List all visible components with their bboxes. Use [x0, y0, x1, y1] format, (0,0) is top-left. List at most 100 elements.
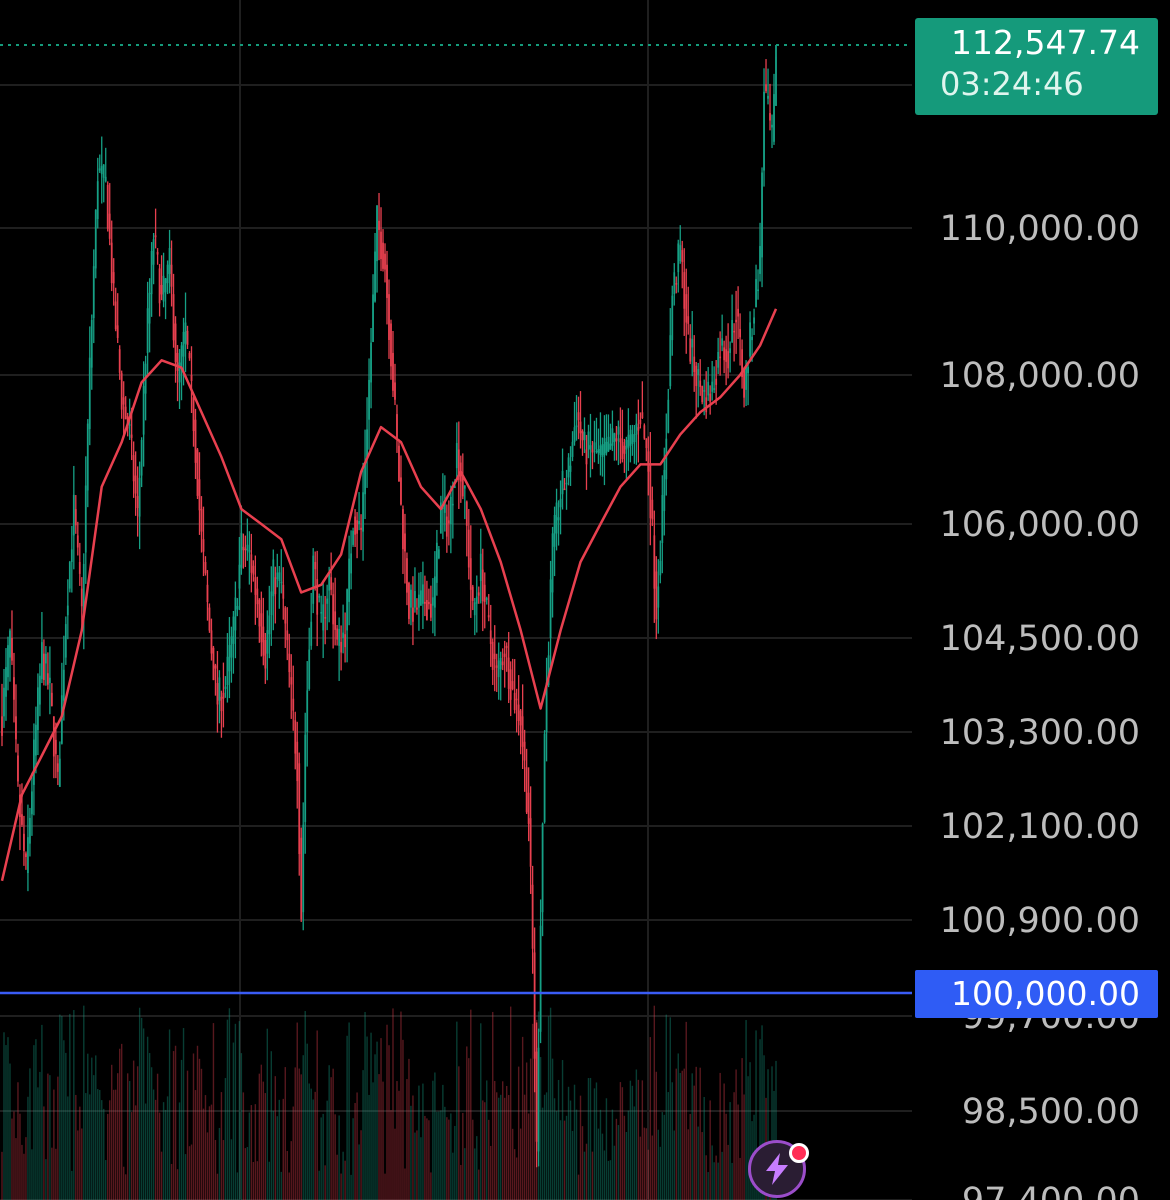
- volume-bar: [138, 1007, 141, 1200]
- candle-body: [268, 615, 271, 635]
- volume-bar: [208, 1106, 211, 1200]
- volume-bar: [258, 1073, 261, 1200]
- flash-trade-button[interactable]: [748, 1140, 806, 1198]
- volume-bar: [402, 1039, 404, 1200]
- volume-bar: [412, 1095, 414, 1200]
- volume-bar: [623, 1115, 626, 1200]
- volume-bar: [448, 1119, 450, 1200]
- candle-body: [336, 628, 339, 640]
- candle-body: [681, 250, 684, 262]
- volume-bar: [603, 1150, 606, 1200]
- volume-bar: [410, 1105, 412, 1200]
- candle-body: [222, 692, 225, 699]
- candle-body: [154, 235, 157, 238]
- volume-bar: [647, 1149, 650, 1200]
- volume-bar: [525, 1062, 528, 1200]
- volume-bar: [9, 1063, 11, 1200]
- candle-body: [627, 434, 630, 448]
- volume-bar: [739, 1157, 741, 1200]
- candle-body: [422, 584, 424, 604]
- volume-bar: [567, 1086, 570, 1200]
- candle-body: [487, 615, 490, 618]
- candle-body: [338, 628, 341, 646]
- volume-bar: [609, 1160, 612, 1200]
- candle-body: [447, 520, 450, 524]
- candle-body: [443, 499, 446, 513]
- volume-bar: [583, 1151, 586, 1200]
- candle-body: [675, 283, 678, 285]
- volume-bar: [111, 1064, 113, 1200]
- volume-bar: [27, 1096, 29, 1200]
- volume-bar: [747, 1076, 749, 1200]
- level-price-tag[interactable]: 100,000.00: [915, 970, 1158, 1018]
- volume-bar: [260, 1064, 263, 1200]
- volume-bar: [256, 1161, 259, 1200]
- volume-bar: [196, 1045, 199, 1200]
- volume-bar: [615, 1118, 618, 1200]
- candle-body: [743, 369, 745, 398]
- candle-body: [571, 441, 574, 457]
- candle-body: [603, 438, 606, 456]
- volume-bar: [653, 1005, 656, 1200]
- candle-body: [673, 272, 676, 295]
- volume-bar: [166, 1096, 169, 1200]
- candle-body: [212, 647, 215, 681]
- volume-bar: [115, 1089, 117, 1200]
- moving-average-line: [0, 308, 778, 882]
- volume-bar: [697, 1126, 699, 1200]
- volume-bar: [517, 1066, 520, 1200]
- candle-body: [400, 477, 402, 505]
- candle-body: [110, 242, 113, 284]
- volume-bar: [328, 1065, 330, 1200]
- candle-body: [246, 544, 249, 551]
- candle-body: [254, 577, 257, 595]
- candle-body: [711, 381, 714, 392]
- candle-body: [431, 597, 434, 606]
- volume-bar: [631, 1085, 634, 1200]
- volume-bar: [460, 1164, 462, 1200]
- candle-body: [118, 349, 121, 373]
- volume-bar: [244, 1148, 247, 1200]
- candle-body: [392, 352, 394, 391]
- volume-bar: [226, 1019, 229, 1200]
- candle-body: [527, 792, 530, 824]
- candle-body: [162, 275, 165, 302]
- volume-bar: [502, 1081, 504, 1200]
- volume-bar: [124, 1174, 127, 1200]
- candle-body: [649, 464, 652, 519]
- volume-bar: [450, 1113, 452, 1200]
- candle-body: [308, 649, 311, 689]
- candle-body: [569, 465, 572, 472]
- candle-body: [320, 612, 323, 614]
- candle-body: [80, 588, 83, 607]
- volume-bar: [216, 1173, 219, 1200]
- volume-bar: [519, 1128, 522, 1200]
- volume-bar: [140, 1017, 143, 1200]
- candle-body: [304, 734, 307, 823]
- candle-body: [272, 559, 275, 597]
- candle-body: [326, 598, 329, 604]
- volume-bar: [645, 1128, 648, 1200]
- candle-body: [214, 665, 217, 669]
- volume-bar: [3, 1032, 5, 1200]
- volume-bar: [693, 1085, 695, 1200]
- last-price-tag[interactable]: 112,547.74 03:24:46: [915, 18, 1158, 115]
- volume-bar: [577, 1174, 580, 1200]
- volume-bar: [420, 1137, 422, 1200]
- volume-bar: [456, 1021, 458, 1200]
- candle-body: [579, 421, 582, 434]
- candle-body: [352, 530, 354, 545]
- volume-bar: [284, 1067, 286, 1200]
- volume-bar: [91, 1057, 93, 1200]
- volume-bar: [334, 1114, 336, 1200]
- candle-body: [455, 443, 458, 469]
- candle-body: [96, 181, 99, 220]
- candle-body: [761, 172, 763, 258]
- candle-body: [631, 434, 634, 444]
- volume-bar: [607, 1160, 610, 1200]
- volume-bar: [492, 1011, 494, 1200]
- volume-bar: [172, 1051, 175, 1200]
- price-axis[interactable]: 110,000.00 108,000.00 106,000.00 104,500.00…: [940, 209, 1140, 1200]
- candle-body: [769, 113, 771, 121]
